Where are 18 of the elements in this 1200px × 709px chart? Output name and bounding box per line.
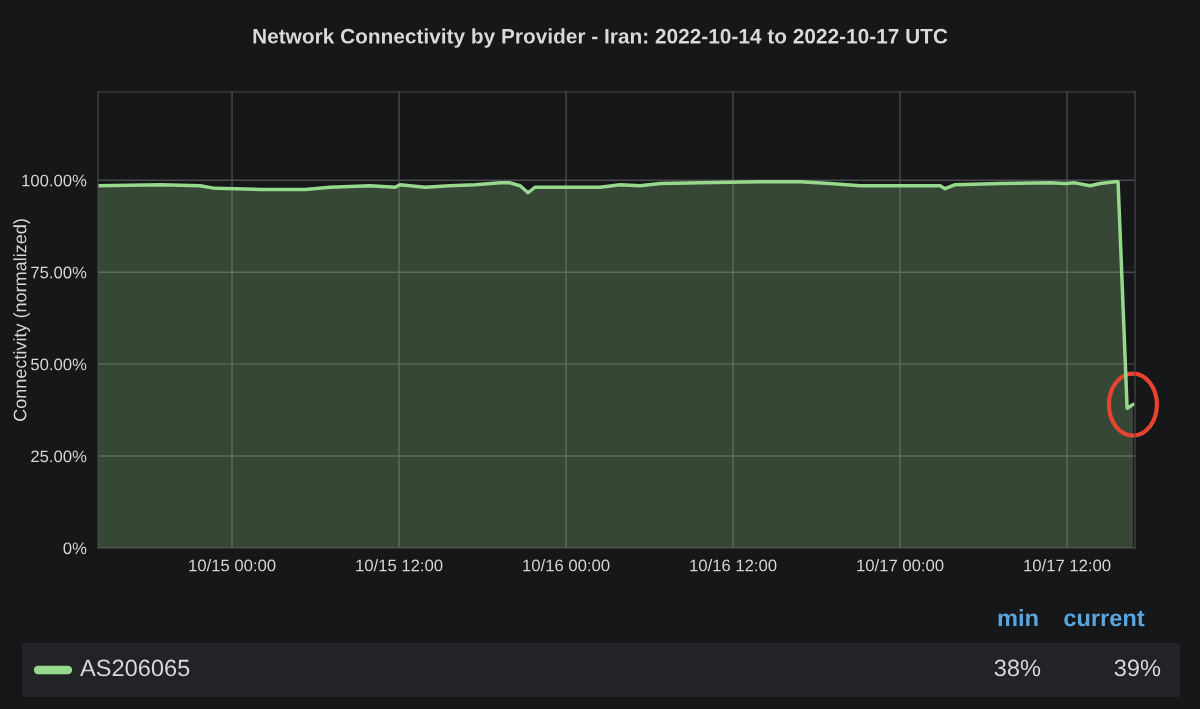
y-tick-label: 0% bbox=[63, 542, 87, 555]
x-tick-label: 10/17 00:00 bbox=[857, 559, 944, 572]
chart-title: Network Connectivity by Provider - Iran: 2022-10-14 to 2022-10-17 UTC bbox=[253, 28, 948, 48]
text: min bbox=[998, 608, 1038, 627]
y-tick-label: 25.00% bbox=[31, 450, 87, 463]
y-tick-label: 100.00% bbox=[22, 174, 87, 187]
x-tick-label: 10/16 00:00 bbox=[523, 559, 610, 572]
legend-label: AS206065 bbox=[80, 659, 190, 677]
x-tick-label: 10/16 12:00 bbox=[690, 559, 777, 572]
y-tick-label: 75.00% bbox=[31, 266, 87, 279]
text: 39% bbox=[1114, 659, 1161, 677]
x-tick-label: 10/15 12:00 bbox=[356, 559, 443, 572]
y-tick-label: 50.00% bbox=[31, 358, 87, 371]
text: current bbox=[1064, 610, 1145, 627]
text: 38% bbox=[994, 659, 1041, 677]
x-tick-label: 10/17 12:00 bbox=[1024, 559, 1111, 572]
y-axis-title: Connectivity (normalized) bbox=[13, 219, 30, 421]
x-tick-label: 10/15 00:00 bbox=[189, 559, 276, 572]
